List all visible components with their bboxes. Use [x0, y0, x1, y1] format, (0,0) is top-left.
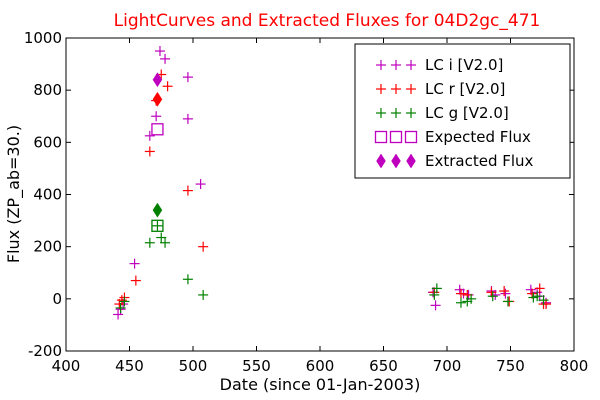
legend-label: Expected Flux: [425, 128, 531, 146]
data-point: [119, 296, 130, 307]
chart-title: LightCurves and Extracted Fluxes for 04D…: [114, 11, 541, 31]
data-point: [182, 274, 193, 285]
data-point: [487, 291, 498, 302]
x-tick-label: 800: [560, 357, 589, 375]
data-point: [156, 232, 167, 243]
data-point: [499, 286, 510, 297]
data-point: [130, 275, 141, 286]
legend-marker: [391, 60, 401, 70]
data-point: [198, 241, 209, 252]
data-point: [182, 113, 193, 124]
data-point: [538, 295, 549, 306]
data-point: [129, 258, 140, 269]
data-marks: [113, 46, 552, 320]
data-point: [455, 297, 466, 308]
data-point: [162, 81, 173, 92]
legend-marker: [376, 60, 386, 70]
data-point: [144, 237, 155, 248]
expected-flux-marker: [151, 219, 164, 232]
legend-marker: [406, 84, 416, 94]
legend-label: Extracted Flux: [425, 152, 534, 170]
y-axis-label: Flux (ZP_ab=30.): [4, 125, 24, 263]
x-tick-label: 750: [496, 357, 525, 375]
legend-label: LC i [V2.0]: [425, 56, 503, 74]
extracted-flux-marker: [152, 72, 163, 88]
data-point: [532, 291, 543, 302]
x-tick-label: 450: [115, 357, 144, 375]
legend-marker: [391, 84, 401, 94]
legend-marker: [406, 60, 416, 70]
legend-item: Extracted Flux: [376, 152, 534, 170]
data-point: [160, 53, 171, 64]
legend-marker: [374, 130, 388, 144]
legend-marker: [406, 153, 416, 169]
legend: LC i [V2.0] LC r [V2.0] LC g [V2.0] Expecte…: [354, 43, 571, 179]
data-point: [500, 288, 511, 299]
data-point: [195, 179, 206, 190]
data-point: [431, 283, 442, 294]
data-point: [466, 293, 477, 304]
y-tick-label: 800: [33, 81, 62, 99]
data-point: [152, 220, 163, 231]
data-point: [116, 295, 127, 306]
legend-marker: [389, 130, 403, 144]
data-point: [182, 72, 193, 83]
series-4: [152, 72, 163, 218]
legend-marker: [406, 108, 416, 118]
expected-flux-marker: [151, 123, 164, 136]
extracted-flux-marker: [152, 91, 163, 107]
x-axis-label: Date (since 01-Jan-2003): [220, 375, 421, 394]
data-point: [154, 46, 165, 57]
legend-marker: [404, 130, 418, 144]
legend-marker: [391, 108, 401, 118]
series-3: [151, 123, 164, 232]
x-tick-label: 500: [179, 357, 208, 375]
data-point: [160, 237, 171, 248]
series-2: [115, 220, 549, 313]
y-tick-label: 400: [33, 186, 62, 204]
data-point: [429, 289, 440, 300]
data-point: [151, 111, 162, 122]
legend-item: Expected Flux: [374, 128, 531, 146]
data-point: [144, 146, 155, 157]
legend-box: [354, 43, 571, 179]
extracted-flux-marker: [152, 202, 163, 218]
legend-item: LC r [V2.0]: [376, 80, 505, 98]
legend-item: LC g [V2.0]: [376, 104, 509, 122]
x-tick-label: 400: [52, 357, 81, 375]
legend-marker: [391, 153, 401, 169]
data-point: [198, 289, 209, 300]
x-tick-label: 600: [306, 357, 335, 375]
legend-label: LC r [V2.0]: [425, 80, 505, 98]
y-tick-label: -200: [28, 342, 62, 360]
y-tick-label: 1000: [24, 29, 62, 47]
data-point: [115, 302, 126, 313]
data-point: [113, 309, 124, 320]
data-point: [182, 185, 193, 196]
y-tick-label: 200: [33, 238, 62, 256]
y-tick-label: 600: [33, 133, 62, 151]
legend-marker: [376, 153, 386, 169]
data-point: [534, 283, 545, 294]
axis-ticks: 400 450 500 550 600 650 700 750 800 -200 0 200 400 60…: [24, 29, 589, 375]
legend-marker: [376, 108, 386, 118]
x-tick-label: 550: [242, 357, 271, 375]
data-point: [455, 288, 466, 299]
data-point: [502, 296, 513, 307]
data-point: [430, 300, 441, 311]
legend-item: LC i [V2.0]: [376, 56, 503, 74]
x-tick-label: 650: [369, 357, 398, 375]
x-tick-label: 700: [433, 357, 462, 375]
data-point: [144, 130, 155, 141]
legend-label: LC g [V2.0]: [425, 104, 509, 122]
y-tick-label: 0: [52, 290, 62, 308]
legend-marker: [376, 84, 386, 94]
